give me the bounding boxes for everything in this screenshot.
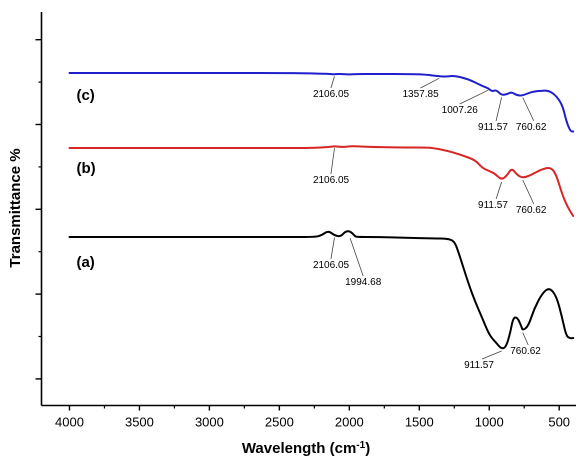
annotation-leader-9 — [349, 237, 364, 277]
series-line-1 — [68, 145, 575, 217]
x-tick-label-1000: 1000 — [475, 415, 504, 430]
x-tick-label-2000: 2000 — [335, 415, 364, 430]
series-lines — [68, 72, 575, 350]
x-tick-labels: 4000 3500 3000 2500 2000 1500 1000 500 — [55, 415, 570, 430]
annotation-label-0: 2106.05 — [313, 89, 350, 100]
series-label-0: (c) — [76, 87, 94, 104]
annotation-label-3: 911.57 — [478, 122, 508, 133]
annotation-label-9: 1994.68 — [345, 277, 382, 288]
annotation-leader-6 — [495, 181, 503, 200]
annotation-leader-2 — [459, 89, 489, 105]
x-axis-title-main: Wavelength (cm — [242, 440, 356, 457]
x-tick-label-1500: 1500 — [405, 415, 434, 430]
series-label-2: (a) — [76, 254, 94, 271]
y-axis-title: Transmittance % — [7, 148, 24, 267]
annotation-label-10: 911.57 — [464, 360, 494, 371]
annotation-leader-11 — [522, 332, 529, 346]
annotation-leader-1 — [420, 77, 440, 89]
annotation-label-6: 911.57 — [478, 200, 508, 211]
annotation-label-8: 2106.05 — [313, 260, 350, 271]
y-axis-ticks — [35, 39, 42, 380]
x-tick-label-500: 500 — [548, 415, 570, 430]
x-axis-title-tail: ) — [365, 440, 370, 457]
series-labels: (c) (b) (a) — [76, 87, 95, 271]
series-line-2 — [68, 230, 575, 350]
series-line-0 — [68, 72, 575, 133]
annotation-leader-4 — [522, 97, 535, 122]
annotation-leader-5 — [330, 148, 335, 175]
annotation-leader-10 — [481, 350, 502, 360]
x-tick-label-3000: 3000 — [195, 415, 224, 430]
annotation-label-11: 760.62 — [510, 346, 541, 357]
annotation-leader-0 — [330, 76, 335, 89]
series-label-1: (b) — [76, 160, 95, 177]
annotation-leader-3 — [495, 97, 503, 122]
annotation-leader-7 — [522, 179, 535, 205]
x-axis-ticks — [68, 405, 560, 411]
x-axis-title-sup: -1 — [356, 440, 365, 451]
x-tick-label-2500: 2500 — [265, 415, 294, 430]
annotation-label-7: 760.62 — [516, 205, 547, 216]
x-tick-label-4000: 4000 — [55, 415, 84, 430]
annotation-label-5: 2106.05 — [313, 175, 350, 186]
x-tick-label-3500: 3500 — [125, 415, 154, 430]
x-axis-title: Wavelength (cm-1) — [242, 440, 370, 458]
annotation-label-2: 1007.26 — [442, 105, 479, 116]
annotation-label-1: 1357.85 — [402, 89, 439, 100]
annotation-label-4: 760.62 — [516, 122, 547, 133]
annotation-leader-8 — [330, 237, 335, 260]
